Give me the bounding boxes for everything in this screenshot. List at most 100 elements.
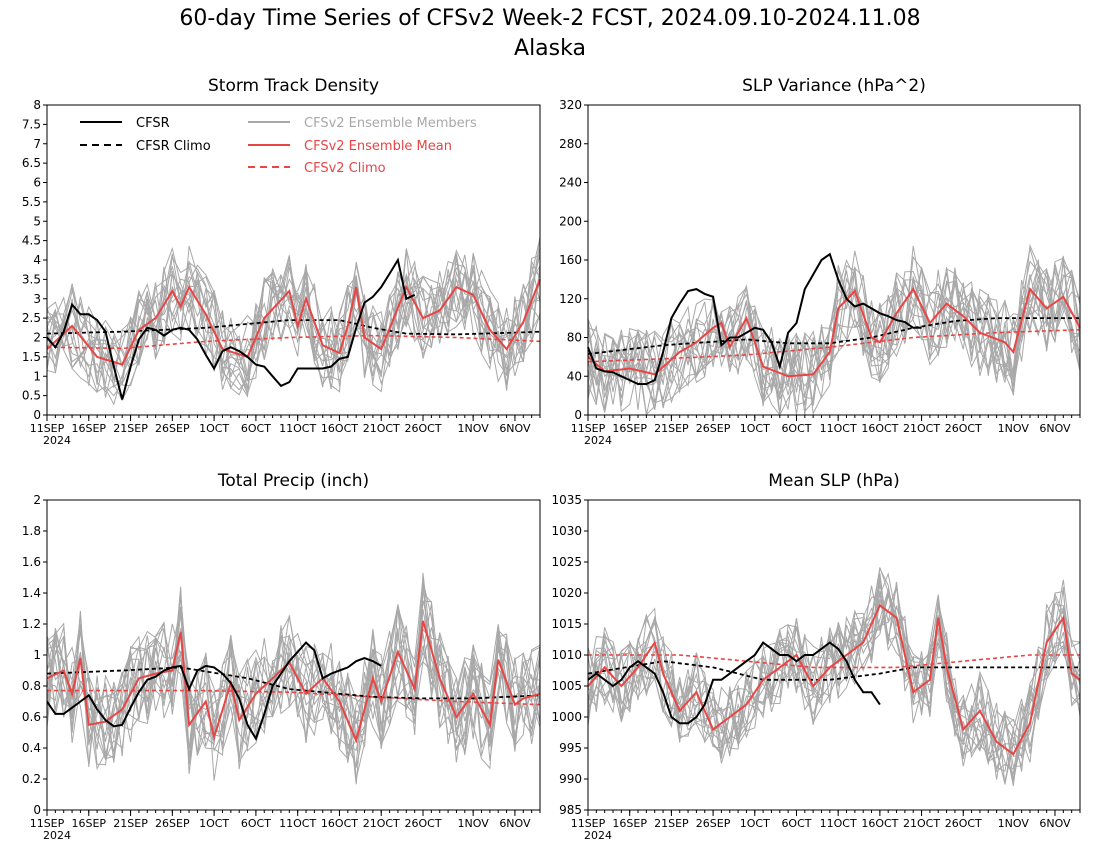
mslp-xtick-label: 16SEP xyxy=(612,817,647,830)
precip-xtick-label: 21OCT xyxy=(363,817,400,830)
storm-xtick-label: 26SEP xyxy=(155,422,190,435)
mslp-xtick-label: 6OCT xyxy=(781,817,811,830)
slpvar-member-line xyxy=(587,263,1081,406)
precip-ytick-label: 1.4 xyxy=(22,586,41,600)
storm-year-label: 2024 xyxy=(43,434,71,447)
mslp-xtick-label: 16OCT xyxy=(861,817,898,830)
mslp-year-label: 2024 xyxy=(584,829,612,842)
mslp-ytick-label: 1010 xyxy=(551,648,582,662)
precip-cfsr-climo-line xyxy=(46,666,541,700)
storm-ytick-label: 3.5 xyxy=(22,272,41,286)
storm-cfsr-line xyxy=(46,257,416,400)
storm-ytick-label: 2 xyxy=(33,331,41,345)
storm-xtick-label: 6OCT xyxy=(241,422,271,435)
storm-ytick-label: 2.5 xyxy=(22,311,41,325)
storm-title: Storm Track Density xyxy=(208,76,379,96)
mslp-xtick-label: 11SEP xyxy=(571,817,606,830)
slpvar-xtick-label: 1OCT xyxy=(740,422,770,435)
precip-ensemble-mean-line xyxy=(46,620,541,744)
slpvar-cfsr-line xyxy=(587,252,922,385)
slpvar-xtick-label: 26SEP xyxy=(696,422,731,435)
storm-xtick-label: 1OCT xyxy=(199,422,229,435)
storm-member-line xyxy=(46,246,541,391)
slpvar-xtick-label: 11SEP xyxy=(571,422,606,435)
slpvar-xtick-label: 26OCT xyxy=(945,422,982,435)
slpvar-ytick-label: 160 xyxy=(559,253,582,267)
precip-cfsr-line xyxy=(46,641,382,742)
precip-ytick-label: 1 xyxy=(33,648,41,662)
precip-plot-frame xyxy=(46,499,541,811)
mslp-ytick-label: 1015 xyxy=(551,617,582,631)
precip-title: Total Precip (inch) xyxy=(217,471,369,491)
mslp-xtick-label: 1NOV xyxy=(998,817,1030,830)
slpvar-xtick-label: 6OCT xyxy=(781,422,811,435)
mslp-member-line xyxy=(587,579,1081,785)
legend: CFSR CFSR Climo CFSv2 Ensemble Members CFSv… xyxy=(80,116,477,176)
mslp-panel: Mean SLP (hPa) 985 990 995 1000 1005 1010 1015 1… xyxy=(551,471,1081,842)
mslp-ytick-label: 1030 xyxy=(551,524,582,538)
precip-ytick-label: 1.6 xyxy=(22,555,41,569)
slpvar-cfsr-climo-line xyxy=(587,317,1080,355)
storm-xtick-label: 21OCT xyxy=(363,422,400,435)
slpvar-ytick-label: 80 xyxy=(567,331,582,345)
storm-member-line xyxy=(46,249,541,388)
slpvar-xtick-label: 16OCT xyxy=(861,422,898,435)
mslp-xtick-label: 21SEP xyxy=(654,817,689,830)
mslp-member-line xyxy=(587,594,1081,762)
mslp-ytick-label: 1025 xyxy=(551,555,582,569)
slpvar-ensemble-mean-line xyxy=(587,287,1081,378)
slpvar-xtick-label: 6NOV xyxy=(1039,422,1071,435)
slpvar-ytick-label: 0 xyxy=(574,408,582,422)
slpvar-ytick-label: 280 xyxy=(559,137,582,151)
mslp-member-line xyxy=(587,601,1081,783)
mslp-xtick-label: 6NOV xyxy=(1039,817,1071,830)
legend-cfsr-label: CFSR xyxy=(136,116,170,131)
mslp-ytick-label: 1020 xyxy=(551,586,582,600)
slpvar-cfsv2-climo-line xyxy=(587,329,1081,363)
storm-ytick-label: 5.5 xyxy=(22,195,41,209)
storm-cfsr-climo-line xyxy=(46,319,541,336)
storm-xtick-label: 11OCT xyxy=(279,422,316,435)
slpvar-ytick-label: 320 xyxy=(559,98,582,112)
storm-xtick-label: 6NOV xyxy=(499,422,531,435)
legend-cfsv2-climo-label: CFSv2 Climo xyxy=(304,161,386,176)
slpvar-xtick-label: 11OCT xyxy=(820,422,857,435)
precip-ytick-label: 0.6 xyxy=(22,710,41,724)
mslp-cfsr-line xyxy=(587,641,881,725)
precip-xtick-label: 11OCT xyxy=(279,817,316,830)
slpvar-ytick-label: 240 xyxy=(559,176,582,190)
page-title: 60-day Time Series of CFSv2 Week-2 FCST,… xyxy=(179,6,921,31)
mslp-member-line xyxy=(587,587,1081,786)
storm-ytick-label: 6.5 xyxy=(22,156,41,170)
precip-panel: Total Precip (inch) 0 0.2 0.4 0.6 0.8 1 1.2 1.4 1… xyxy=(22,471,541,842)
storm-ytick-label: 5 xyxy=(33,214,41,228)
slpvar-xtick-label: 21OCT xyxy=(903,422,940,435)
mslp-member-line xyxy=(587,578,1081,759)
precip-member-line xyxy=(46,586,541,774)
slpvar-ytick-label: 120 xyxy=(559,292,582,306)
storm-ensemble-mean-line xyxy=(46,279,541,366)
mslp-ytick-label: 995 xyxy=(559,741,582,755)
precip-cfsv2-climo-line xyxy=(47,689,541,706)
precip-xtick-label: 26SEP xyxy=(155,817,190,830)
precip-member-line xyxy=(46,581,541,763)
mslp-xtick-label: 1OCT xyxy=(740,817,770,830)
precip-ytick-label: 1.2 xyxy=(22,617,41,631)
mslp-member-line xyxy=(587,590,1081,767)
mslp-ytick-label: 1005 xyxy=(551,679,582,693)
mslp-ytick-label: 990 xyxy=(559,772,582,786)
precip-xtick-label: 21SEP xyxy=(113,817,148,830)
storm-ytick-label: 3 xyxy=(33,292,41,306)
mslp-ytick-label: 985 xyxy=(559,803,582,817)
precip-ytick-label: 0.8 xyxy=(22,679,41,693)
legend-members-label: CFSv2 Ensemble Members xyxy=(304,116,477,131)
storm-xtick-label: 1NOV xyxy=(458,422,490,435)
mslp-ytick-label: 1000 xyxy=(551,710,582,724)
storm-xtick-label: 21SEP xyxy=(113,422,148,435)
storm-ytick-label: 7.5 xyxy=(22,117,41,131)
mslp-xtick-label: 11OCT xyxy=(820,817,857,830)
precip-ytick-label: 0.4 xyxy=(22,741,41,755)
storm-members xyxy=(46,236,541,406)
storm-member-line xyxy=(46,254,541,398)
storm-ytick-label: 0.5 xyxy=(22,389,41,403)
